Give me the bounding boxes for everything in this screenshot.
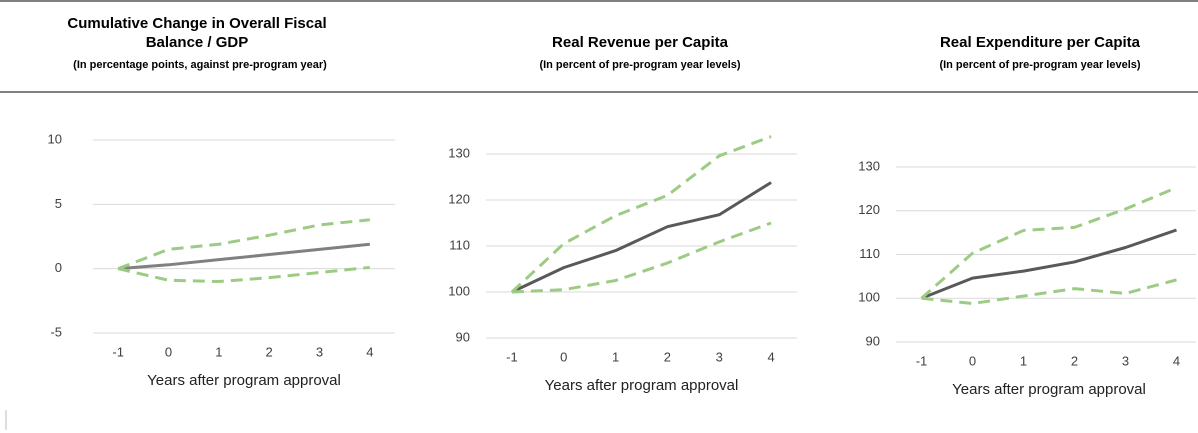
x-tick-label: 3: [316, 344, 323, 359]
x-axis-label: Years after program approval: [952, 381, 1146, 398]
center-line: [511, 181, 772, 294]
x-axis-label: Years after program approval: [147, 372, 341, 389]
y-tick-label: 10: [48, 131, 62, 146]
y-tick-label: 0: [55, 260, 62, 275]
x-tick-label: 0: [969, 353, 976, 368]
x-tick-label: 0: [560, 349, 567, 364]
x-tick-label: -1: [916, 353, 928, 368]
x-tick-label: 2: [1071, 353, 1078, 368]
y-tick-label: 120: [858, 202, 880, 217]
chart-subtitle: (In percent of pre-program year levels): [939, 59, 1141, 71]
chart-title: Cumulative Change in Overall Fiscal Bala…: [67, 15, 327, 51]
x-tick-label: 4: [366, 344, 373, 359]
y-tick-label: 110: [449, 237, 470, 252]
x-tick-label: 1: [612, 349, 619, 364]
band-line: [921, 278, 1177, 305]
chart-subtitle: (In percent of pre-program year levels): [539, 59, 741, 71]
x-tick-label: -1: [112, 344, 124, 359]
y-tick-label: 130: [448, 145, 470, 160]
center-line: [920, 228, 1177, 300]
x-tick-label: 3: [716, 349, 723, 364]
y-tick-label: 5: [55, 196, 62, 211]
y-tick-label: 90: [456, 329, 470, 344]
band-line: [511, 221, 772, 294]
y-tick-label: 90: [866, 333, 880, 348]
x-axis-label: Years after program approval: [545, 377, 739, 394]
chart-title: Real Expenditure per Capita: [939, 34, 1141, 51]
x-tick-label: 4: [1173, 353, 1180, 368]
chart-title: Real Revenue per Capita: [552, 34, 728, 51]
x-tick-label: 1: [1020, 353, 1027, 368]
y-tick-label: -5: [50, 324, 62, 339]
center-line: [118, 242, 370, 271]
band-line: [117, 218, 370, 271]
y-tick-label: 100: [858, 290, 880, 305]
x-tick-label: 2: [664, 349, 671, 364]
y-tick-label: 110: [859, 246, 880, 261]
band-line: [117, 265, 370, 284]
x-tick-label: 4: [767, 349, 774, 364]
x-tick-label: 1: [215, 344, 222, 359]
x-tick-label: 3: [1122, 353, 1129, 368]
y-tick-label: 120: [448, 191, 470, 206]
chart-subtitle: (In percentage points, against pre-progr…: [73, 59, 327, 71]
band-line: [920, 186, 1178, 300]
band-line: [510, 135, 772, 294]
y-tick-label: 130: [858, 158, 880, 173]
x-tick-label: 0: [165, 344, 172, 359]
y-tick-label: 100: [448, 283, 470, 298]
x-tick-label: 2: [266, 344, 273, 359]
x-tick-label: -1: [506, 349, 518, 364]
